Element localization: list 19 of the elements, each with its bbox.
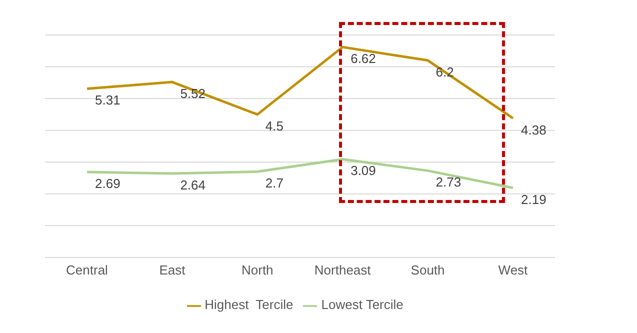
legend-label: Highest Tercile — [204, 297, 294, 312]
data-label: 3.09 — [350, 163, 376, 178]
x-tick-label: West — [498, 262, 528, 278]
x-tick-label: North — [242, 262, 274, 278]
data-label: 2.73 — [436, 174, 462, 190]
data-label: 2.7 — [265, 176, 284, 191]
data-label: 2.19 — [521, 192, 546, 207]
data-label: 5.52 — [180, 86, 206, 102]
x-tick-label: Northeast — [314, 262, 372, 278]
data-label: 4.5 — [265, 118, 284, 134]
legend-label: Lowest Tercile — [321, 297, 404, 312]
data-label: 6.62 — [350, 51, 376, 66]
data-label: 4.38 — [521, 122, 546, 138]
x-tick-label: Central — [66, 262, 108, 278]
data-label: 2.64 — [180, 178, 206, 193]
x-tick-label: South — [410, 262, 445, 278]
data-label: 5.31 — [95, 92, 120, 108]
data-label: 2.69 — [95, 176, 120, 191]
x-tick-label: East — [159, 262, 186, 278]
